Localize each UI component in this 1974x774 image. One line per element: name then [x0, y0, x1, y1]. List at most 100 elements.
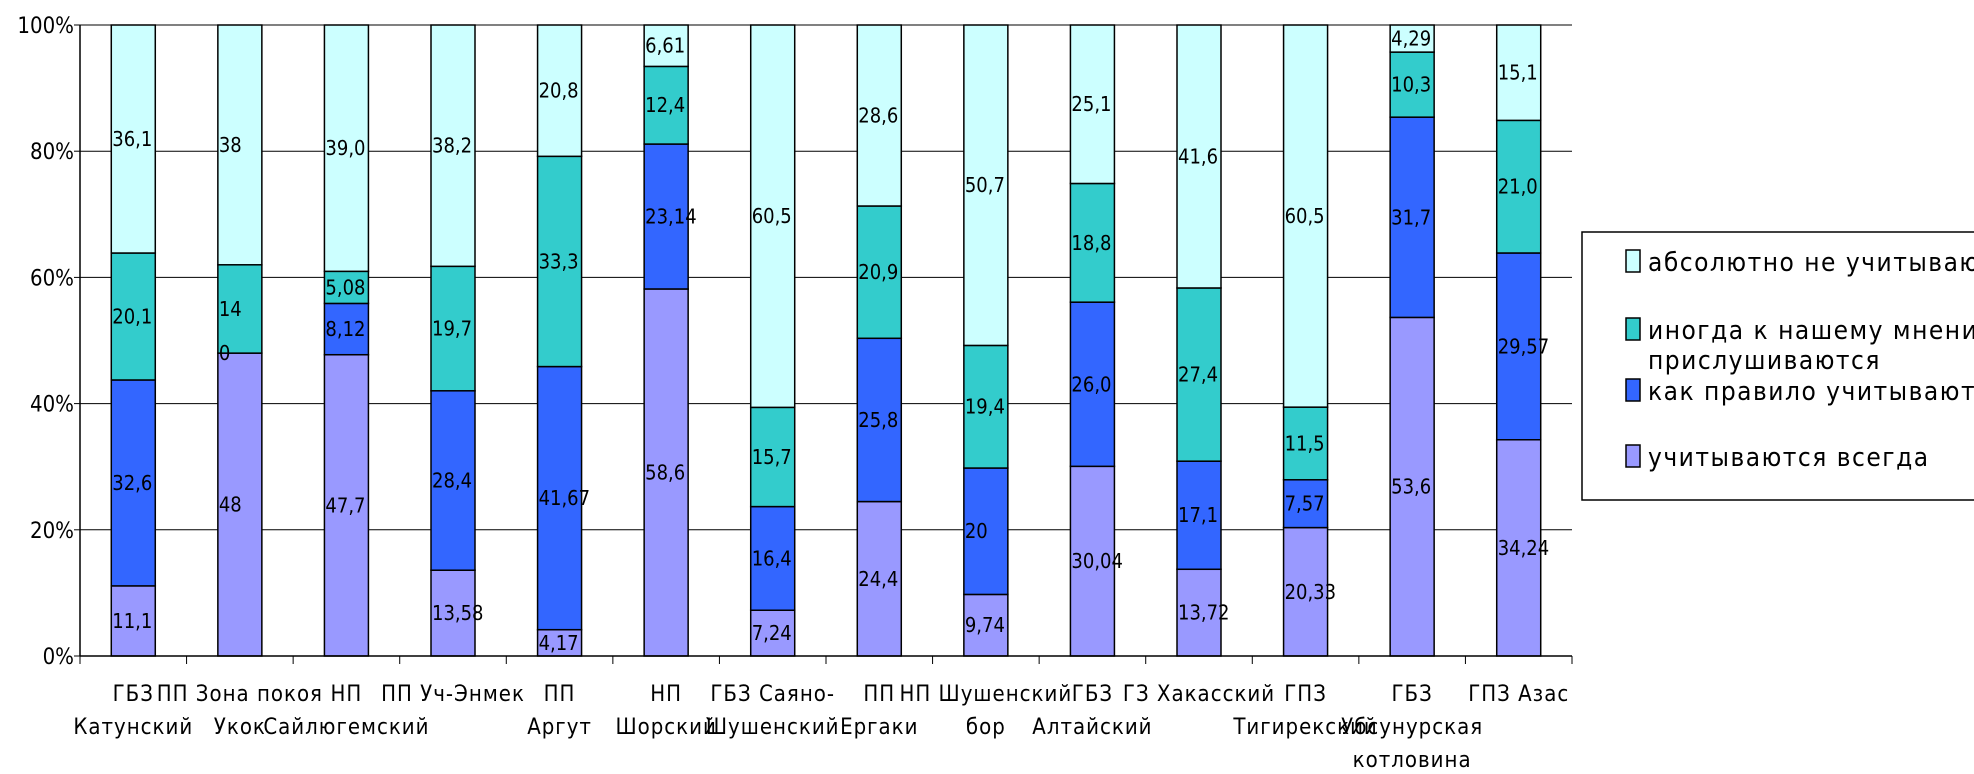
data-label: 29,57: [1498, 334, 1550, 358]
bar-segment: [430, 390, 476, 571]
category-label: ПП Зона покоя Укок: [157, 682, 323, 740]
category-label-line: ГПЗ: [1284, 682, 1327, 707]
category-label: ГПЗ Тигирекский: [1232, 682, 1377, 740]
bar-segment: [323, 24, 370, 273]
data-labels: 11,1 32,6 20,1 36,1 48 0 14 38 47,7 8,12 5,08 39,0 1…: [112, 27, 1549, 655]
data-label: 4,29: [1391, 27, 1431, 51]
y-tick-label: 40%: [30, 393, 74, 418]
data-label: 47,7: [325, 493, 365, 517]
data-label: 13,58: [432, 601, 484, 625]
data-label: 27,4: [1178, 363, 1218, 387]
bar-segment: [856, 500, 903, 657]
category-label: ПП Ергаки: [840, 682, 918, 740]
bar-segment: [1389, 24, 1435, 53]
data-label: 20,33: [1285, 580, 1337, 604]
bar-segment: [1389, 316, 1435, 657]
data-label: 36,1: [112, 127, 152, 151]
data-label: 38,2: [432, 134, 472, 158]
data-label: 18,8: [1071, 231, 1111, 255]
data-label: 28,4: [432, 468, 472, 492]
legend-label: абсолютно не учитываются: [1648, 248, 1974, 278]
category-label-line: бор: [966, 715, 1006, 740]
category-label-line: ПП: [863, 682, 895, 707]
legend-label-line: иногда к нашему мнению: [1648, 316, 1974, 346]
bar-segment: [110, 24, 157, 254]
data-label: 7,24: [752, 621, 792, 645]
data-label: 13,72: [1178, 601, 1230, 625]
category-label: ГБЗ Катунский: [73, 682, 193, 740]
y-tick-label: 80%: [30, 140, 74, 165]
bar-segment: [1495, 439, 1542, 657]
bar-segment: [1069, 24, 1116, 185]
bar-segment: [110, 585, 157, 657]
bar-segment: [643, 143, 689, 290]
bar-segment: [643, 65, 689, 145]
bar-segment: [536, 365, 583, 631]
gridlines: [80, 24, 1572, 531]
bar-segment: [1069, 301, 1116, 468]
bar-segment: [1495, 119, 1542, 254]
category-label-line: НП: [331, 682, 363, 707]
data-label: 24,4: [858, 567, 898, 591]
bar-segment: [1495, 24, 1542, 122]
data-label: 10,3: [1391, 73, 1431, 97]
bar-segment: [643, 24, 689, 68]
data-label: 39,0: [325, 136, 365, 160]
bar-segment: [749, 505, 796, 611]
data-label: 60,5: [752, 204, 792, 228]
data-label: 19,4: [965, 395, 1005, 419]
axes: 0% 20% 40% 60% 80% 100%: [17, 14, 1573, 670]
category-label-line: Убсунурская: [1341, 715, 1483, 740]
bar-segment: [1389, 51, 1435, 118]
category-label-line: ГЗ Хакасский: [1123, 682, 1275, 707]
category-label-line: ГБЗ: [113, 682, 154, 707]
data-label: 20,1: [112, 304, 152, 328]
category-label-line: Укок: [214, 715, 266, 740]
category-label-line: ГБЗ Саяно-: [710, 682, 835, 707]
legend-swatch: [1625, 317, 1641, 341]
category-label-line: Катунский: [73, 715, 193, 740]
legend-label: как правило учитывают: [1648, 377, 1974, 407]
category-label-line: Алтайский: [1032, 715, 1152, 740]
category-label-line: НП: [650, 682, 682, 707]
data-label: 15,7: [752, 445, 792, 469]
data-label: 31,7: [1391, 205, 1431, 229]
legend-label-line: абсолютно не учитываются: [1648, 248, 1974, 278]
data-label: 58,6: [645, 460, 685, 484]
legend-swatch: [1625, 378, 1641, 402]
data-label: 60,5: [1285, 204, 1325, 228]
data-label: 38: [219, 133, 242, 157]
category-labels: ГБЗ Катунский ПП Зона покоя Укок НП Сайлюгемс…: [73, 682, 1568, 773]
data-label: 30,04: [1071, 549, 1123, 573]
data-label: 28,6: [858, 104, 898, 128]
data-label: 20: [965, 519, 988, 543]
bar-segment: [430, 569, 476, 657]
legend-label: учитываются всегда: [1648, 443, 1930, 473]
data-label: 41,67: [539, 486, 591, 510]
category-label: ГБЗ Алтайский: [1032, 682, 1152, 740]
data-label: 20,9: [858, 260, 898, 284]
bar-segment: [1282, 406, 1329, 481]
data-label: 21,0: [1498, 175, 1538, 199]
category-label-line: ПП Уч-Энмек: [381, 682, 525, 707]
bar-segment: [856, 337, 903, 503]
data-label: 4,17: [539, 631, 579, 655]
category-label-line: котловина: [1353, 748, 1472, 770]
bar-segment: [536, 24, 583, 158]
data-label: 19,7: [432, 317, 472, 341]
category-label: ГЗ Хакасский: [1123, 682, 1275, 707]
category-label: ПП Аргут: [527, 682, 592, 740]
data-label: 41,6: [1178, 144, 1218, 168]
category-label-line: Шушенский: [706, 715, 840, 740]
legend-label-line: прислушиваются: [1648, 346, 1881, 376]
category-label-line: Тигирекский: [1232, 715, 1377, 740]
data-label: 20,8: [539, 79, 579, 103]
data-label: 11,5: [1285, 431, 1325, 455]
bar-segment: [323, 353, 370, 657]
category-label-line: ПП Зона покоя: [157, 682, 323, 707]
data-label: 8,12: [325, 317, 365, 341]
bar-segment: [1176, 24, 1222, 289]
category-label: ГБЗ Убсунурская котловина: [1341, 682, 1483, 770]
